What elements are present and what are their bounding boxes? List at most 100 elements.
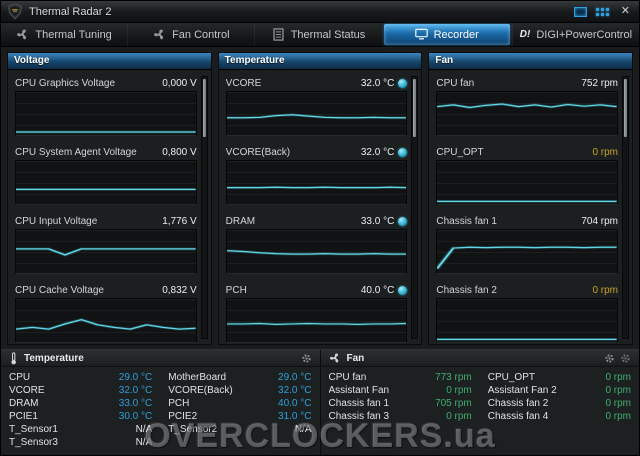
fan-icon	[16, 28, 29, 41]
sensor-graph	[15, 298, 197, 343]
sensor-item: CPU_OPT 0 rpm	[436, 145, 619, 205]
gear-icon[interactable]	[301, 353, 312, 364]
sensor-item: Chassis fan 1 704 rpm	[436, 214, 619, 274]
tab-digi-powercontrol[interactable]: D! DIGI+PowerControl	[511, 23, 639, 46]
summary-row: VCORE 32.0 °C	[9, 385, 153, 396]
scrollbar-thumb[interactable]	[624, 79, 628, 137]
summary-row: PCH 40.0 °C	[168, 398, 312, 409]
sensor-value: 0 rpm	[592, 285, 619, 296]
sensor-graph	[15, 91, 197, 136]
sensor-value: 0 rpm	[592, 147, 619, 158]
close-button[interactable]: ✕	[620, 5, 630, 17]
sensor-label: VCORE	[225, 78, 262, 89]
scrollbar-thumb[interactable]	[202, 79, 206, 137]
sensor-graph	[225, 91, 408, 136]
sensor-label: CPU Input Voltage	[15, 216, 98, 227]
sensor-value: 752 rpm	[581, 78, 619, 89]
tab-label: Fan Control	[172, 28, 230, 41]
sensor-label: CPU_OPT	[436, 147, 484, 158]
temp-gauge-icon	[398, 286, 408, 295]
summary-row: CPU fan 773 rpm	[328, 372, 472, 383]
summary-row: CPU 29.0 °C	[9, 372, 153, 383]
digi-badge-icon: D!	[519, 29, 531, 40]
summary-fan-section: Fan CPU fan 773 rpm Assistant Fan 0 rpm Ch…	[319, 350, 639, 455]
gear-icon[interactable]	[620, 353, 631, 364]
sensor-item: VCORE(Back) 32.0 °C	[225, 145, 408, 205]
tab-fan-control[interactable]: Fan Control	[127, 23, 254, 46]
titlebar: Thermal Radar 2 ✕	[1, 1, 639, 23]
sensor-label: CPU Cache Voltage	[15, 285, 104, 296]
sensor-value: 0,000 V	[162, 78, 197, 89]
sensor-value: 0,800 V	[162, 147, 197, 158]
fan-scrollbar[interactable]	[622, 76, 630, 339]
sensor-value: 33.0 °C	[360, 216, 395, 227]
summary-row: CPU_OPT 0 rpm	[487, 372, 631, 383]
summary-panel: Temperature CPU 29.0 °C VCORE 32.0 °C DRAM…	[1, 349, 639, 455]
gear-icon[interactable]	[604, 353, 615, 364]
temperature-panel-header: Temperature	[218, 53, 422, 70]
led-grid-icon[interactable]	[595, 7, 609, 16]
voltage-scrollbar[interactable]	[200, 76, 208, 339]
temperature-scrollbar[interactable]	[411, 76, 419, 339]
summary-fan-title: Fan	[346, 352, 365, 364]
tab-label: DIGI+PowerControl	[536, 28, 633, 41]
sensor-item: CPU Cache Voltage 0,832 V	[15, 283, 197, 343]
tab-thermal-tuning[interactable]: Thermal Tuning	[1, 23, 127, 46]
summary-row: Assistant Fan 0 rpm	[328, 385, 472, 396]
sensor-label: CPU System Agent Voltage	[15, 147, 137, 158]
fan-icon	[329, 352, 341, 364]
temp-gauge-icon	[398, 148, 408, 157]
fan-panel-header: Fan	[429, 53, 633, 70]
summary-temperature-title: Temperature	[24, 352, 84, 364]
temperature-panel: Temperature VCORE 32.0 °C	[217, 52, 423, 345]
temp-gauge-icon	[398, 217, 408, 226]
sensor-value: 704 rpm	[581, 216, 619, 227]
sensor-graph	[436, 160, 619, 205]
thermometer-icon	[11, 351, 16, 364]
voltage-panel-header: Voltage	[8, 53, 211, 70]
summary-row: DRAM 33.0 °C	[9, 398, 153, 409]
sensor-label: PCH	[225, 285, 247, 296]
sensor-item: CPU fan 752 rpm	[436, 76, 619, 136]
scrollbar-thumb[interactable]	[413, 79, 417, 137]
summary-row: PCIE1 30.0 °C	[9, 411, 153, 422]
sensor-graph	[225, 229, 408, 274]
sensor-item: VCORE 32.0 °C	[225, 76, 408, 136]
sensor-graph	[436, 298, 619, 343]
sensor-value: 0,832 V	[162, 285, 197, 296]
sensor-item: DRAM 33.0 °C	[225, 214, 408, 274]
nav-bar: Thermal Tuning Fan Control Thermal Statu…	[1, 23, 639, 47]
tab-recorder[interactable]: Recorder	[383, 24, 510, 45]
temp-gauge-icon	[398, 79, 408, 88]
voltage-panel: Voltage CPU Graphics Voltage 0,000 V CPU…	[7, 52, 212, 345]
window-title: Thermal Radar 2	[29, 5, 112, 18]
sensor-label: CPU fan	[436, 78, 475, 89]
tab-label: Recorder	[433, 28, 479, 41]
sensor-label: DRAM	[225, 216, 256, 227]
summary-row: T_Sensor1 N/A	[9, 424, 153, 435]
recorder-main: Voltage CPU Graphics Voltage 0,000 V CPU…	[1, 47, 639, 349]
summary-temperature-section: Temperature CPU 29.0 °C VCORE 32.0 °C DRAM…	[1, 350, 320, 455]
sensor-value: 40.0 °C	[360, 285, 395, 296]
tab-thermal-status[interactable]: Thermal Status	[254, 23, 381, 46]
sensor-item: Chassis fan 2 0 rpm	[436, 283, 619, 343]
fan-panel: Fan CPU fan 752 rpm CPU_OPT 0 rpm	[428, 52, 634, 345]
sensor-label: Chassis fan 2	[436, 285, 497, 296]
sensor-graph	[436, 229, 619, 274]
sensor-item: PCH 40.0 °C	[225, 283, 408, 343]
summary-row: MotherBoard 29.0 °C	[168, 372, 312, 383]
tab-label: Thermal Status	[290, 28, 366, 41]
sensor-item: CPU Input Voltage 1,776 V	[15, 214, 197, 274]
display-indicator-icon[interactable]	[573, 6, 587, 17]
sensor-graph	[15, 160, 197, 205]
tab-label: Thermal Tuning	[35, 28, 112, 41]
sensor-label: Chassis fan 1	[436, 216, 497, 227]
summary-row: T_Sensor3 N/A	[9, 437, 153, 448]
fan-icon	[153, 28, 166, 41]
sensor-value: 1,776 V	[162, 216, 197, 227]
